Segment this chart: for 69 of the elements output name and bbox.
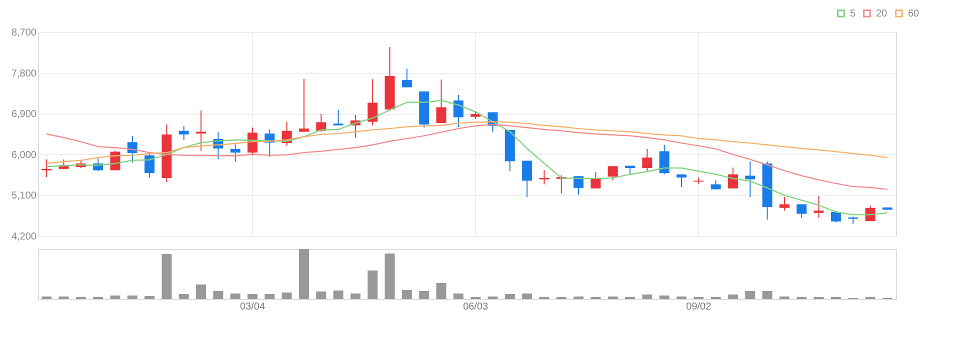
bar bbox=[762, 291, 772, 299]
candlestick bbox=[144, 153, 155, 178]
candlestick bbox=[42, 158, 52, 178]
y-tick-label: 7,800 bbox=[11, 68, 37, 80]
candlestick bbox=[539, 170, 550, 185]
x-tick-label: 03/04 bbox=[240, 302, 266, 312]
bar bbox=[282, 292, 292, 299]
candlestick bbox=[230, 144, 240, 162]
bar bbox=[162, 254, 172, 299]
candlestick bbox=[608, 166, 618, 181]
bar bbox=[178, 294, 189, 299]
bar bbox=[350, 294, 360, 299]
candlestick bbox=[333, 109, 344, 126]
candlestick bbox=[659, 144, 670, 175]
x-tick-label: 09/02 bbox=[686, 302, 712, 312]
candlestick bbox=[830, 210, 841, 223]
bar bbox=[728, 294, 738, 299]
bar bbox=[745, 291, 756, 299]
candlestick bbox=[625, 165, 636, 176]
bar bbox=[522, 294, 532, 299]
bar bbox=[384, 254, 395, 299]
bar bbox=[144, 296, 155, 299]
candlestick bbox=[590, 172, 601, 189]
candlestick bbox=[522, 160, 532, 198]
candlestick bbox=[402, 68, 412, 88]
candlestick bbox=[728, 167, 738, 189]
bar bbox=[213, 291, 224, 299]
candlestick bbox=[436, 79, 446, 124]
bar bbox=[333, 290, 344, 299]
candlestick bbox=[368, 78, 378, 126]
bar bbox=[453, 294, 464, 299]
candlestick bbox=[796, 204, 807, 218]
y-tick-label: 4,200 bbox=[11, 232, 37, 242]
bar bbox=[402, 290, 412, 299]
y-tick-label: 6,000 bbox=[11, 150, 37, 161]
y-tick-label: 6,900 bbox=[11, 109, 37, 120]
bar bbox=[316, 292, 326, 299]
candlestick bbox=[453, 94, 464, 128]
candlestick bbox=[574, 176, 584, 196]
candlestick bbox=[316, 114, 326, 132]
y-tick-label: 8,700 bbox=[11, 28, 37, 38]
bar bbox=[436, 283, 446, 299]
y-tick-label: 5,100 bbox=[11, 190, 37, 202]
bar bbox=[504, 294, 515, 299]
candlestick bbox=[642, 148, 652, 172]
candlestick bbox=[178, 125, 189, 140]
legend-label: 20 bbox=[876, 8, 888, 20]
bar bbox=[110, 296, 120, 299]
bar bbox=[642, 294, 652, 299]
candlestick bbox=[779, 196, 790, 212]
candlestick bbox=[745, 161, 756, 198]
candlestick bbox=[710, 180, 721, 190]
legend-label: 5 bbox=[850, 8, 856, 20]
candlestick bbox=[196, 110, 206, 152]
candlestick bbox=[127, 135, 138, 164]
bar bbox=[127, 296, 138, 299]
candlestick bbox=[298, 78, 309, 132]
bar bbox=[230, 294, 240, 299]
bar bbox=[659, 296, 670, 299]
legend-label: 60 bbox=[908, 8, 920, 20]
candlestick bbox=[676, 174, 686, 188]
bar bbox=[298, 249, 309, 299]
bar bbox=[196, 284, 206, 299]
bar bbox=[419, 291, 430, 299]
candlestick bbox=[814, 196, 824, 218]
bar bbox=[368, 270, 378, 299]
bar bbox=[264, 294, 275, 299]
x-tick-label: 06/03 bbox=[463, 302, 489, 312]
bar bbox=[248, 294, 258, 299]
